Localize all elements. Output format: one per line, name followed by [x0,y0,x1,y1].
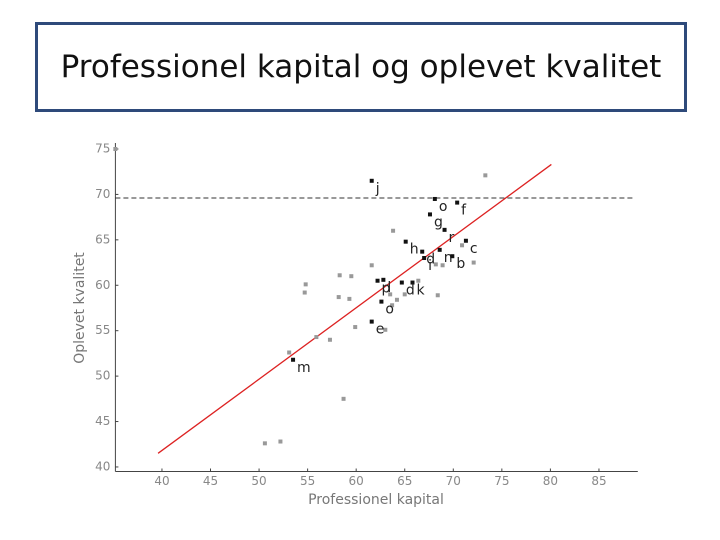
point [391,228,396,233]
point-label: l [387,280,391,296]
point [471,260,476,265]
y-tick-label: 55 [95,323,110,337]
x-tick-label: 50 [251,474,266,488]
point [442,227,447,232]
point [379,299,384,304]
point-label: b [456,256,465,272]
y-tick-label: 50 [95,369,110,383]
point-label: m [297,360,311,376]
point-label: r [449,230,455,246]
x-tick-label: 65 [397,474,412,488]
point [341,396,346,401]
point [375,278,380,283]
point [460,243,465,248]
point [337,273,342,278]
point [463,238,468,243]
point-label: h [410,242,419,258]
point [388,292,393,297]
y-tick-label: 65 [95,232,110,246]
point [113,147,118,151]
x-tick-label: 55 [300,474,315,488]
x-tick-label: 70 [446,474,461,488]
point-label: p [382,281,391,297]
x-tick-label: 80 [543,474,558,488]
y-tick-label: 45 [95,414,110,428]
point [349,274,354,279]
y-tick-label: 60 [95,278,110,292]
point [347,296,352,301]
point [353,325,358,330]
point [369,319,374,324]
point [262,441,267,446]
x-tick-label: 60 [349,474,364,488]
y-tick-label: 75 [95,142,110,156]
point [394,297,399,302]
x-tick-label: 45 [203,474,218,488]
x-tick-label: 75 [494,474,509,488]
point [336,295,341,300]
point [302,290,307,295]
y-tick-label: 40 [95,459,110,473]
point [314,335,319,340]
point [278,439,283,444]
point-label: d [426,252,435,268]
point [399,280,404,285]
point [390,303,395,308]
point [291,357,296,362]
point [369,178,374,183]
point [402,292,407,297]
point-label: i [428,258,432,274]
x-tick-label: 85 [591,474,606,488]
point [422,256,427,261]
point-label: c [470,241,478,257]
point [427,212,432,217]
point-label: j [375,181,380,197]
point [433,262,438,267]
x-axis-label: Professionel kapital [308,492,444,508]
point [327,337,332,342]
point [287,350,292,355]
point-label: o [439,199,448,215]
point [432,196,437,201]
point [437,247,442,252]
point [483,173,488,178]
point [435,293,440,298]
point [381,277,386,282]
point-label: e [376,322,385,338]
y-tick-label: 70 [95,187,110,201]
point-label: n [444,250,453,266]
point [455,200,460,205]
point-label: k [417,283,426,299]
point-label: d [406,283,415,299]
x-tick-label: 40 [154,474,169,488]
slide-title: Professionel kapital og oplevet kvalitet [35,22,687,112]
point-label: o [385,302,394,318]
point [410,280,415,285]
point [416,278,421,283]
point [450,254,455,259]
point [383,327,388,332]
point [403,239,408,244]
point-label: g [434,214,443,230]
trend-line [157,163,552,454]
point-label: f [461,203,467,219]
point [303,282,308,287]
point [440,263,445,268]
y-axis-label: Oplevet kvalitet [72,252,88,364]
point [420,249,425,254]
point [369,263,374,268]
